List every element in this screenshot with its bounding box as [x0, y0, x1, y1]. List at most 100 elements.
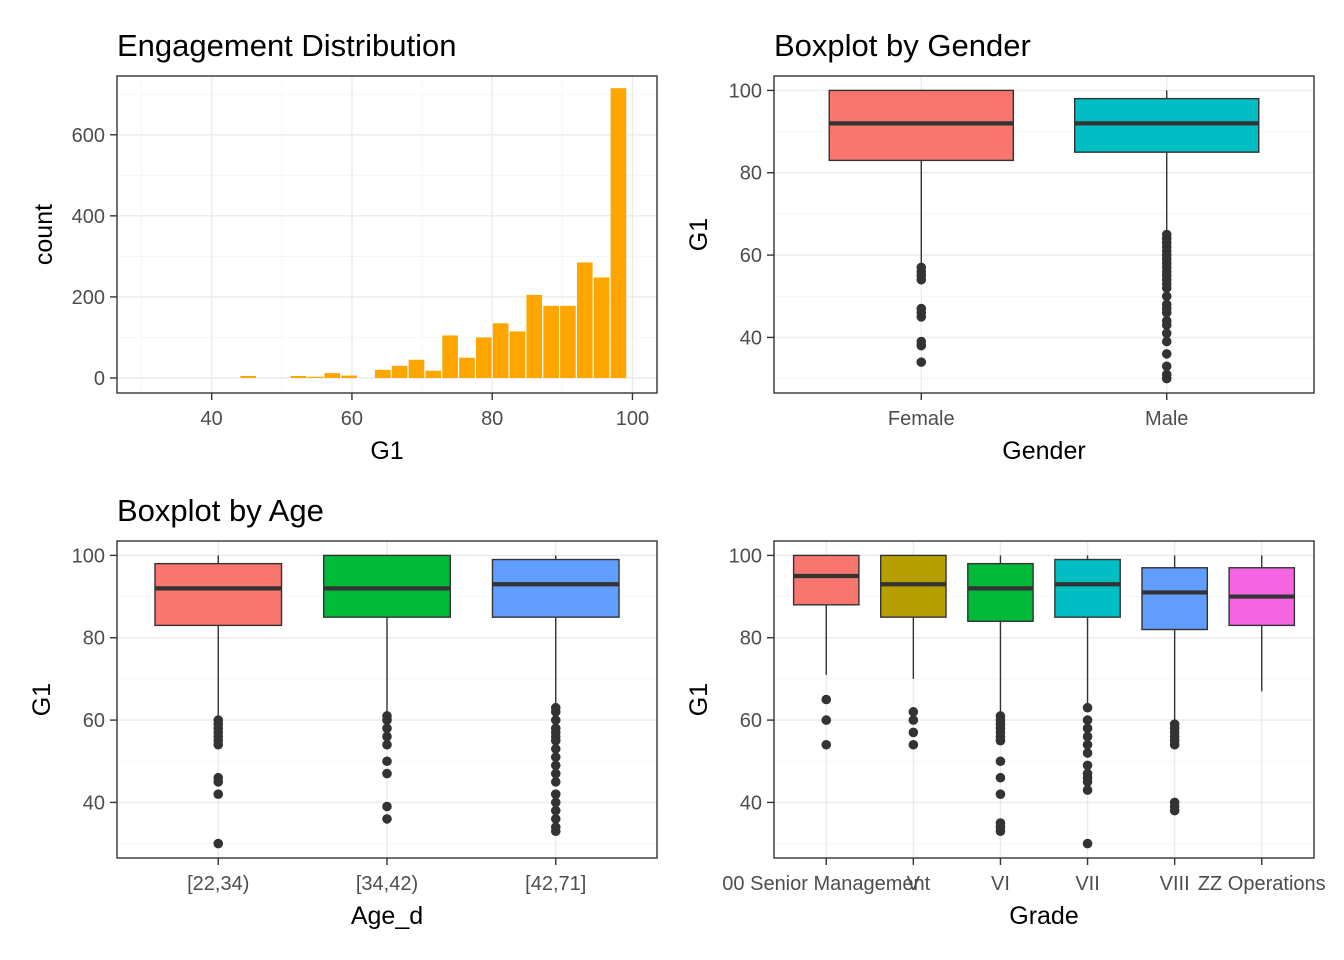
hist-bar	[341, 375, 357, 379]
hist-bar	[324, 373, 341, 379]
outlier-point	[213, 777, 224, 787]
hist-bar	[374, 369, 391, 379]
outlier-point	[916, 274, 927, 285]
hist-bar	[610, 88, 627, 379]
outlier-point	[382, 768, 392, 779]
y-tick-label: 200	[72, 287, 105, 309]
plot-frame	[116, 75, 658, 394]
outlier-point	[1161, 349, 1172, 359]
outlier-point	[550, 768, 561, 779]
hist-bar	[593, 277, 610, 379]
y-axis-title: G1	[685, 218, 713, 251]
outlier-point	[1161, 361, 1172, 372]
panel-gender: Boxplot by Gender 40 60 80 100 Female Male Gend…	[685, 28, 1315, 465]
outlier-point	[1082, 723, 1093, 734]
outlier-point	[916, 312, 927, 322]
hist-bar	[307, 376, 324, 379]
x-tick-label: 100	[616, 408, 649, 430]
box-00-senior-management	[792, 554, 860, 606]
x-axis-title: Gender	[1002, 437, 1085, 465]
panel-hist: Engagement Distribution 0 200 400 600 40 60 80 1…	[30, 28, 658, 465]
x-tick-label: Female	[888, 408, 955, 430]
outlier-point	[1082, 715, 1093, 725]
plot-frame	[773, 540, 1315, 859]
outlier-point	[1082, 838, 1093, 849]
y-tick-label: 80	[83, 628, 105, 650]
outlier-point	[550, 715, 561, 725]
hist-bar	[240, 375, 256, 379]
outlier-point	[382, 801, 392, 812]
hist-bar	[290, 375, 307, 379]
y-axis-title: count	[30, 204, 58, 265]
outlier-point	[213, 739, 224, 750]
x-tick-label: VIII	[1160, 873, 1190, 895]
panel-age: Boxplot by Age 40 60 80 100 [22,34) [34,42) [42…	[28, 493, 658, 930]
outlier-point	[821, 694, 832, 705]
x-axis-title: G1	[370, 437, 403, 465]
outlier-point	[995, 735, 1006, 746]
outlier-point	[1082, 760, 1093, 771]
outlier-point	[550, 777, 561, 787]
y-tick-label: 100	[729, 80, 762, 102]
hist-bar	[425, 370, 442, 379]
y-tick-label: 600	[72, 125, 105, 147]
hist-bar	[475, 337, 492, 379]
outlier-point	[1161, 328, 1172, 339]
outlier-point	[550, 735, 561, 746]
outlier-point	[821, 739, 832, 750]
chart-title: Boxplot by Age	[117, 493, 324, 528]
hist-bar	[526, 294, 543, 379]
outlier-point	[550, 752, 561, 762]
outlier-point	[1161, 283, 1172, 293]
outlier-point	[916, 357, 927, 367]
x-tick-label: 40	[201, 408, 223, 430]
y-tick-label: 40	[740, 792, 762, 814]
outlier-point	[995, 772, 1006, 783]
outlier-point	[550, 760, 561, 771]
outlier-point	[1082, 748, 1093, 758]
x-tick-label: ZZ Operations	[1198, 873, 1326, 895]
outlier-point	[550, 707, 561, 717]
x-tick-label: [22,34)	[187, 873, 249, 895]
hist-bar	[459, 357, 475, 379]
outlier-point	[908, 739, 919, 750]
y-tick-label: 100	[72, 545, 105, 567]
chart-title: Engagement Distribution	[117, 28, 456, 63]
y-tick-label: 40	[740, 327, 762, 349]
hist-bar	[560, 305, 576, 379]
x-tick-label: 00 Senior Management	[722, 873, 930, 895]
x-axis-title: Age_d	[351, 902, 423, 930]
outlier-point	[1169, 805, 1180, 816]
y-tick-label: 80	[740, 163, 762, 185]
box--42-71-	[491, 558, 620, 618]
x-tick-label: VII	[1075, 873, 1099, 895]
y-tick-label: 0	[94, 368, 105, 390]
outlier-point	[382, 739, 392, 750]
box-vii	[1054, 558, 1121, 618]
outlier-point	[550, 805, 561, 816]
y-tick-label: 60	[83, 710, 105, 732]
outlier-point	[1082, 777, 1093, 787]
box--22-34-	[154, 562, 283, 627]
outlier-point	[550, 814, 561, 824]
hist-bar	[391, 365, 408, 379]
outlier-point	[550, 826, 561, 837]
outlier-point	[1169, 739, 1180, 750]
outlier-point	[908, 715, 919, 725]
x-tick-label: [34,42)	[356, 873, 418, 895]
y-tick-label: 60	[740, 245, 762, 267]
outlier-point	[1161, 373, 1172, 384]
outlier-point	[1161, 320, 1172, 330]
y-axis-title: G1	[685, 683, 713, 716]
hist-bar	[408, 359, 425, 379]
y-tick-label: 80	[740, 628, 762, 650]
chart-title: Boxplot by Gender	[774, 28, 1031, 63]
plot-frame	[773, 75, 1315, 394]
outlier-point	[382, 731, 392, 742]
x-axis-title: Grade	[1009, 902, 1078, 930]
outlier-point	[550, 744, 561, 754]
outlier-point	[821, 715, 832, 725]
outlier-point	[382, 756, 392, 767]
y-tick-label: 40	[83, 792, 105, 814]
